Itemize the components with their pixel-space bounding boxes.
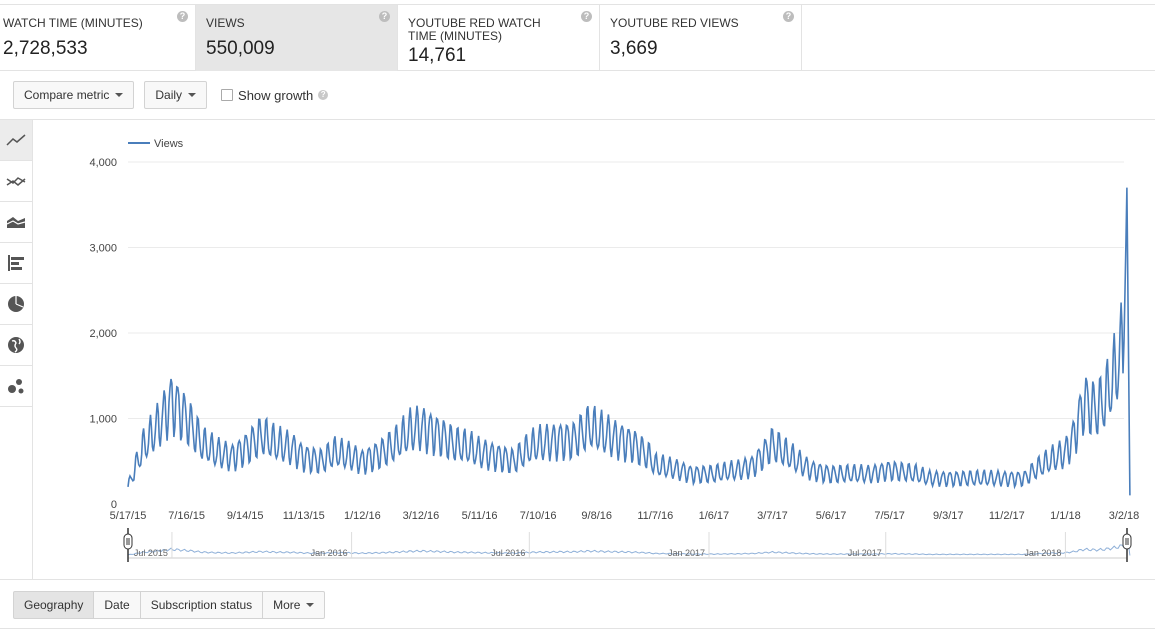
- x-tick-label: 3/2/18: [1109, 510, 1140, 522]
- metric-value: 3,669: [610, 38, 658, 59]
- caret-down-icon: [188, 93, 197, 97]
- metric-card-views[interactable]: VIEWS 550,009 ?: [196, 5, 398, 71]
- bubble-chart-icon[interactable]: [0, 366, 32, 407]
- stacked-area-icon[interactable]: [0, 202, 32, 243]
- navigator-series: [127, 538, 1131, 556]
- x-tick-label: 1/1/18: [1050, 510, 1081, 522]
- navigator-handle-left-grip[interactable]: [123, 533, 133, 550]
- more-label: More: [273, 598, 301, 612]
- compare-metric-label: Compare metric: [24, 88, 110, 102]
- caret-down-icon: [306, 603, 315, 607]
- x-tick-label: 9/8/16: [581, 510, 612, 522]
- tab-date[interactable]: Date: [94, 591, 141, 619]
- metric-value: 550,009: [206, 38, 275, 59]
- help-icon[interactable]: ?: [581, 11, 592, 22]
- help-icon[interactable]: ?: [783, 11, 794, 22]
- interval-dropdown[interactable]: Daily: [144, 81, 208, 109]
- x-tick-label: 5/17/15: [110, 510, 147, 522]
- navigator-label: Jul 2015: [134, 548, 168, 558]
- legend-label: Views: [154, 138, 184, 150]
- x-tick-label: 1/6/17: [699, 510, 730, 522]
- x-tick-label: 3/7/17: [757, 510, 788, 522]
- divider: [0, 628, 1155, 629]
- compare-metric-dropdown[interactable]: Compare metric: [13, 81, 135, 109]
- x-tick-label: 9/14/15: [227, 510, 264, 522]
- caret-down-icon: [115, 93, 124, 97]
- report-tabs: Geography Date Subscription status More: [13, 591, 326, 619]
- metric-label: VIEWS: [206, 16, 245, 30]
- pie-chart-icon[interactable]: [0, 284, 32, 325]
- show-growth-checkbox[interactable]: [221, 89, 234, 101]
- tab-subscription-status[interactable]: Subscription status: [140, 591, 264, 619]
- metric-label: WATCH TIME (MINUTES): [3, 16, 143, 30]
- x-tick-label: 5/6/17: [816, 510, 847, 522]
- metric-value: 14,761: [408, 45, 467, 66]
- line-chart-icon[interactable]: [0, 120, 32, 161]
- interval-label: Daily: [155, 88, 183, 102]
- tab-geography[interactable]: Geography: [13, 591, 95, 619]
- help-icon[interactable]: ?: [177, 11, 188, 22]
- navigator-label: Jul 2016: [491, 548, 525, 558]
- navigator-handle-right-grip[interactable]: [1122, 533, 1132, 550]
- help-icon[interactable]: ?: [318, 90, 329, 100]
- x-tick-label: 7/16/15: [168, 510, 205, 522]
- tab-more[interactable]: More: [263, 591, 326, 619]
- y-tick-label: 0: [111, 499, 117, 511]
- bar-chart-icon[interactable]: [0, 243, 32, 284]
- chart-type-toolbar: [0, 120, 33, 580]
- show-growth-toggle[interactable]: Show growth ?: [221, 87, 329, 103]
- globe-map-icon[interactable]: [0, 325, 32, 366]
- views-series-line: [127, 187, 1131, 496]
- multiline-chart-icon[interactable]: [0, 161, 32, 202]
- navigator-label: Jan 2018: [1024, 548, 1061, 558]
- x-tick-label: 11/2/17: [989, 510, 1025, 522]
- views-line-chart: 0 1,000 2,000 3,000 4,000 5/17/15 7/16/15 9/14/…: [89, 138, 1140, 562]
- help-icon[interactable]: ?: [379, 11, 390, 22]
- navigator-label: Jul 2017: [848, 548, 882, 558]
- metric-value: 2,728,533: [3, 38, 88, 59]
- chart-controls: Compare metric Daily Show growth ?: [13, 81, 329, 109]
- navigator-label: Jan 2016: [311, 548, 348, 558]
- x-tick-label: 11/13/15: [283, 510, 325, 522]
- metric-label: YOUTUBE RED WATCH TIME (MINUTES): [408, 16, 541, 43]
- y-tick-label: 3,000: [89, 243, 117, 255]
- x-tick-label: 11/7/16: [637, 510, 673, 522]
- metric-card-red-views[interactable]: YOUTUBE RED VIEWS 3,669 ?: [600, 5, 802, 71]
- x-tick-label: 9/3/17: [933, 510, 964, 522]
- chart-panel: [0, 119, 1155, 580]
- x-tick-label: 1/12/16: [344, 510, 381, 522]
- y-tick-label: 2,000: [89, 328, 117, 340]
- x-tick-label: 3/12/16: [403, 510, 440, 522]
- y-tick-label: 4,000: [89, 157, 117, 169]
- x-tick-label: 7/5/17: [874, 510, 905, 522]
- metric-card-watch-time[interactable]: WATCH TIME (MINUTES) 2,728,533 ?: [0, 5, 196, 71]
- metric-card-red-watch-time[interactable]: YOUTUBE RED WATCH TIME (MINUTES) 14,761 …: [398, 5, 600, 71]
- x-tick-label: 5/11/16: [462, 510, 498, 522]
- x-tick-label: 7/10/16: [520, 510, 557, 522]
- y-tick-label: 1,000: [89, 414, 117, 426]
- show-growth-label: Show growth: [238, 87, 314, 103]
- metric-label: YOUTUBE RED VIEWS: [610, 16, 739, 30]
- navigator-label: Jan 2017: [668, 548, 705, 558]
- metric-cards: WATCH TIME (MINUTES) 2,728,533 ? VIEWS 5…: [0, 4, 1155, 71]
